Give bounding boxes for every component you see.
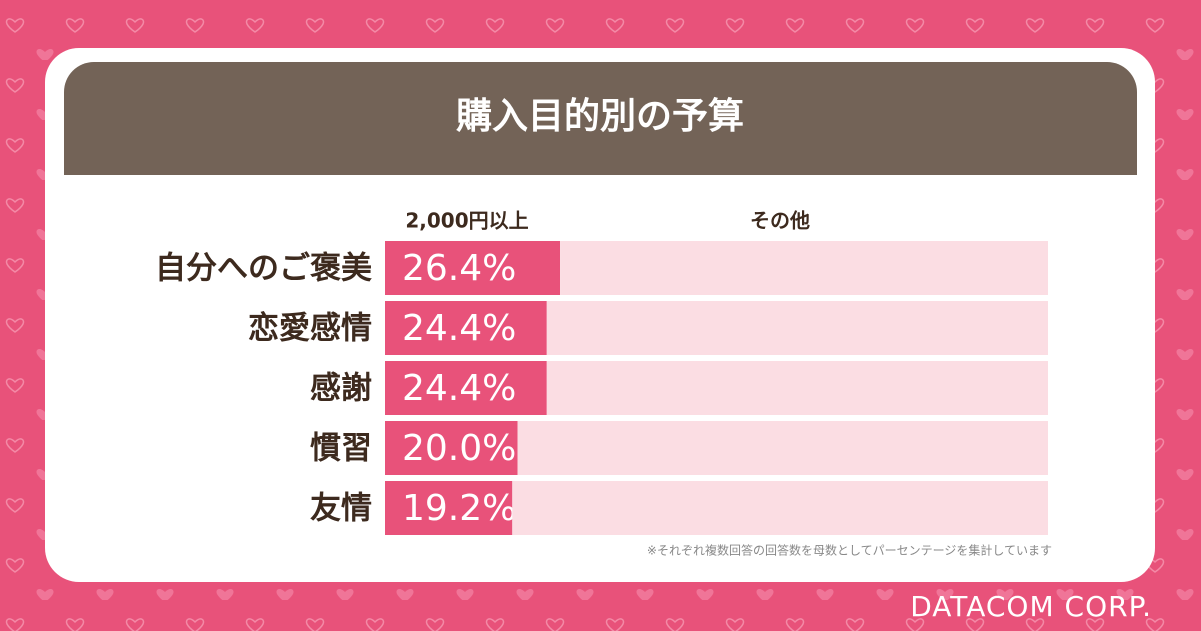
value-label: 19.2% [402,488,516,529]
value-label: 24.4% [402,368,516,409]
bar-segment [517,421,1048,475]
bar-segment [385,361,547,415]
bar-segment [385,301,547,355]
value-label: 20.0% [402,428,516,469]
legend-label: その他 [750,209,810,233]
bar-segment [385,421,518,475]
category-label: 感謝 [310,371,372,407]
category-label: 慣習 [310,431,372,467]
category-label: 恋愛感情 [248,311,372,347]
note: ※それぞれ複数回答の回答数を母数としてパーセンテージを集計しています [647,543,1052,558]
category-label: 自分へのご褒美 [155,251,372,287]
bar-segment [546,301,1048,355]
header [64,62,1137,175]
legend-label: 2,000円以上 [405,209,528,233]
brand: DATACOM CORP. [910,590,1152,623]
category-label: 友情 [310,491,372,527]
bar-segment [546,361,1048,415]
chart-title: 購入目的別の予算 [456,96,744,137]
value-label: 24.4% [402,308,516,349]
bar-segment [385,481,513,535]
bar-segment [512,481,1048,535]
bar-segment [560,241,1048,295]
value-label: 26.4% [402,248,516,289]
bar-segment [385,241,561,295]
